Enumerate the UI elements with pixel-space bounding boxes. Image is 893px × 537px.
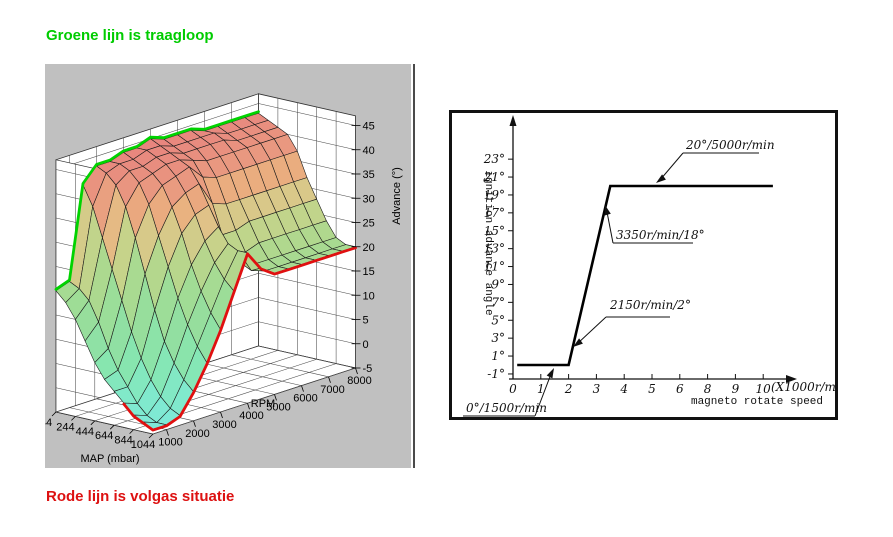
x-tick-label: 10 [756, 382, 772, 396]
advance-tick-label: 10 [363, 290, 375, 302]
ignition-curve-frame: 0 1 2 3 4 5 6 8 9 10 -1° 1° 3° 5° 7° 9° 11° 13° 15° 17° 19° 2… [449, 110, 852, 420]
y-tick-label: 17° [484, 206, 505, 220]
advance-tick-label: 25 [363, 218, 375, 230]
advance-tick-label: 0 [363, 339, 369, 351]
y-tick-label: 3° [491, 331, 505, 345]
x-tick-label: 3 [593, 382, 601, 396]
rpm-tick-label: 1000 [158, 437, 182, 449]
y-axis-title: ignition advance angle [482, 170, 494, 315]
axis-labels: -5 0 5 10 15 20 25 30 35 40 45 10002000300040005000… [45, 121, 403, 466]
advance-tick-label: 5 [363, 315, 369, 327]
advance-tick-label: 15 [363, 266, 375, 278]
green-line-caption: Groene lijn is traagloop [46, 27, 214, 44]
annotation-text: 2150r/min/2° [609, 298, 691, 312]
advance-map-panel: -5 0 5 10 15 20 25 30 35 40 45 1000 2000 3000 4000 5000… [45, 64, 411, 468]
advance-tick-label: 35 [363, 169, 375, 181]
map-tick-label: 44 [45, 417, 52, 429]
y-tick-label: 21° [483, 170, 505, 184]
rpm-tick-label: 8000 [347, 375, 371, 387]
y-tick-label: -1° [487, 367, 505, 381]
y-tick-label: 7° [491, 295, 505, 309]
annotation-arrow [546, 368, 554, 379]
annotation-text: 3350r/min/18° [616, 228, 705, 242]
advance-tick-label: -5 [363, 363, 373, 375]
red-line-caption: Rode lijn is volgas situatie [46, 488, 235, 505]
surface-mesh [55, 112, 356, 430]
x-tick-label: 2 [564, 382, 573, 396]
annotation-text: 20°/5000r/min [685, 138, 775, 152]
annotation: 0°/1500r/min [463, 368, 554, 417]
x-tick-label: 5 [648, 382, 656, 396]
x-tick-label: 8 [704, 382, 712, 396]
annotation: 3350r/min/18° [604, 205, 705, 244]
advance-axis-title: Advance (°) [391, 167, 403, 225]
red-full-throttle-line [122, 246, 357, 432]
rpm-tick-label: 6000 [293, 393, 317, 405]
chart-border [449, 110, 838, 420]
y-tick-label: 19° [484, 188, 505, 202]
rpm-tick-label: 5000 [266, 401, 290, 413]
panel-right-border [413, 64, 415, 468]
y-tick-label: 23° [483, 152, 505, 166]
advance-curve [517, 184, 773, 367]
annotation-arrow [573, 338, 583, 347]
map-tick-label: 444 [76, 426, 94, 438]
rpm-tick-label: 3000 [212, 419, 236, 431]
annotation: 2150r/min/2° [573, 298, 691, 347]
advance-tick-label: 45 [363, 121, 375, 133]
x-axis-arrow [786, 375, 797, 383]
x-tick-label: 9 [732, 382, 740, 396]
x-axis-title: magneto rotate speed [691, 396, 823, 408]
rpm-tick-label: 4000 [239, 410, 263, 422]
ignition-advance-curve-chart: 0 1 2 3 4 5 6 8 9 10 -1° 1° 3° 5° 7° 9° 11° 13° 15° 17° 19° 2… [449, 110, 852, 420]
map-tick-label: 244 [56, 421, 74, 433]
map-tick-label: 844 [114, 435, 132, 447]
advance-tick-label: 40 [363, 145, 375, 157]
rpm-tick-label: 2000 [185, 428, 209, 440]
x-tick-label: 0 [509, 382, 517, 396]
annotation-arrow [604, 205, 611, 216]
map-axis-title: MAP (mbar) [80, 453, 139, 465]
y-tick-label: 5° [491, 313, 505, 327]
annotation-text: 0°/1500r/min [466, 401, 547, 415]
y-tick-label: 1° [491, 349, 505, 363]
map-tick-label: 644 [95, 430, 113, 442]
advance-tick-label: 30 [363, 193, 375, 205]
green-idle-line [54, 110, 260, 291]
y-tick-label: 13° [484, 242, 505, 256]
y-axis-arrow [509, 115, 517, 126]
x-tick-label: 1 [537, 382, 545, 396]
rpm-axis-title: RPM [251, 398, 275, 410]
x-tick-label: 4 [619, 382, 628, 396]
y-tick-label: 11° [484, 260, 505, 274]
map-tick-label: 1044 [131, 439, 155, 451]
annotation: 20°/5000r/min [656, 138, 775, 183]
x-tick-label: 6 [676, 382, 684, 396]
y-tick-label: 9° [491, 277, 505, 291]
rpm-tick-label: 7000 [320, 384, 344, 396]
y-tick-label: 15° [484, 224, 505, 238]
x-axis-unit: (X1000r/min) [771, 380, 838, 394]
curve-axes: 0 1 2 3 4 5 6 8 9 10 -1° 1° 3° 5° 7° 9° 11° 13° 15° 17° 19° 2… [482, 115, 852, 408]
annotation-arrow [656, 174, 666, 183]
advance-tick-label: 20 [363, 242, 375, 254]
3d-advance-map-chart: -5 0 5 10 15 20 25 30 35 40 45 10002000300040005000… [45, 64, 411, 468]
